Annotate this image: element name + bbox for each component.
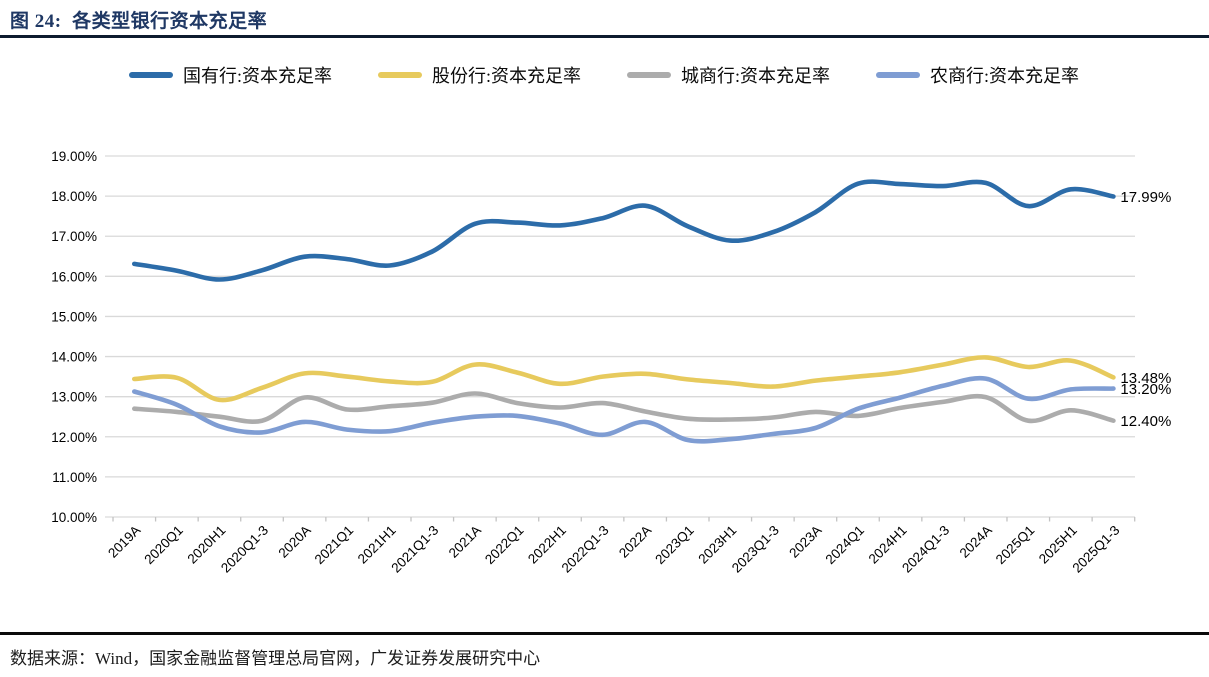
legend-item-label: 股份行:资本充足率	[432, 66, 582, 86]
y-axis-tick-label: 19.00%	[51, 149, 97, 164]
legend-item-guoyouhang: 国有行:资本充足率	[129, 62, 332, 88]
x-axis-tick-label: 2019A	[105, 523, 143, 561]
x-axis-tick-label: 2020Q1-3	[218, 523, 271, 576]
y-axis-tick-label: 18.00%	[51, 189, 97, 204]
series-end-label: 12.40%	[1120, 413, 1171, 430]
y-axis-tick-label: 15.00%	[51, 309, 97, 324]
x-axis-tick-label: 2024Q1-3	[899, 523, 952, 576]
x-axis-tick-label: 2022Q1-3	[559, 523, 612, 576]
series-end-label: 13.20%	[1120, 381, 1171, 398]
legend-item-label: 农商行:资本充足率	[930, 66, 1080, 86]
title-divider	[0, 35, 1209, 38]
x-axis-tick-label: 2020Q1	[141, 523, 186, 568]
line-swatch-icon	[876, 72, 921, 78]
y-axis-tick-label: 14.00%	[51, 350, 97, 365]
source-divider	[0, 632, 1209, 635]
x-axis-tick-label: 2025Q1	[993, 523, 1038, 568]
x-axis-tick-label: 2023Q1-3	[729, 523, 782, 576]
y-axis-tick-label: 13.00%	[51, 390, 97, 405]
data-source: 数据来源：Wind，国家金融监督管理总局官网，广发证券发展研究中心	[10, 649, 541, 668]
figure-title: 图 24: 各类型银行资本充足率	[10, 11, 268, 32]
y-axis-tick-label: 12.00%	[51, 430, 97, 445]
series-end-label: 13.48%	[1120, 370, 1171, 387]
x-axis-tick-label: 2021Q1	[312, 523, 357, 568]
series-line	[132, 355, 1116, 403]
legend-item-gufenhang: 股份行:资本充足率	[378, 62, 581, 88]
legend-item-nongshanghang: 农商行:资本充足率	[876, 62, 1079, 88]
line-swatch-icon	[627, 72, 672, 78]
series-line	[132, 179, 1116, 282]
x-axis-tick-label: 2022A	[616, 523, 654, 561]
x-axis-tick-label: 2022Q1	[482, 523, 527, 568]
x-axis-tick-label: 2020A	[275, 523, 313, 561]
y-axis-tick-label: 17.00%	[51, 229, 97, 244]
line-swatch-icon	[378, 72, 423, 78]
x-axis-tick-label: 2024A	[957, 523, 995, 561]
legend-item-label: 国有行:资本充足率	[183, 66, 333, 86]
series-line	[132, 391, 1116, 424]
x-axis-tick-label: 2021A	[446, 523, 484, 561]
y-axis-tick-label: 16.00%	[51, 269, 97, 284]
y-axis-tick-label: 10.00%	[51, 510, 97, 525]
x-axis-tick-label: 2024Q1	[823, 523, 868, 568]
x-axis-tick-label: 2023Q1	[652, 523, 697, 568]
chart-legend: 国有行:资本充足率 股份行:资本充足率 城商行:资本充足率 农商行:资本充足率	[129, 62, 1125, 88]
line-swatch-icon	[129, 72, 173, 78]
series-line	[132, 375, 1116, 444]
legend-item-label: 城商行:资本充足率	[681, 66, 831, 86]
x-axis-tick-label: 2025Q1-3	[1069, 523, 1122, 576]
x-axis-tick-label: 2021Q1-3	[388, 523, 441, 576]
y-axis-tick-label: 11.00%	[52, 470, 97, 485]
legend-item-chengshanghang: 城商行:资本充足率	[627, 62, 830, 88]
x-axis-tick-label: 2023A	[786, 523, 824, 561]
series-end-label: 17.99%	[1120, 189, 1171, 206]
